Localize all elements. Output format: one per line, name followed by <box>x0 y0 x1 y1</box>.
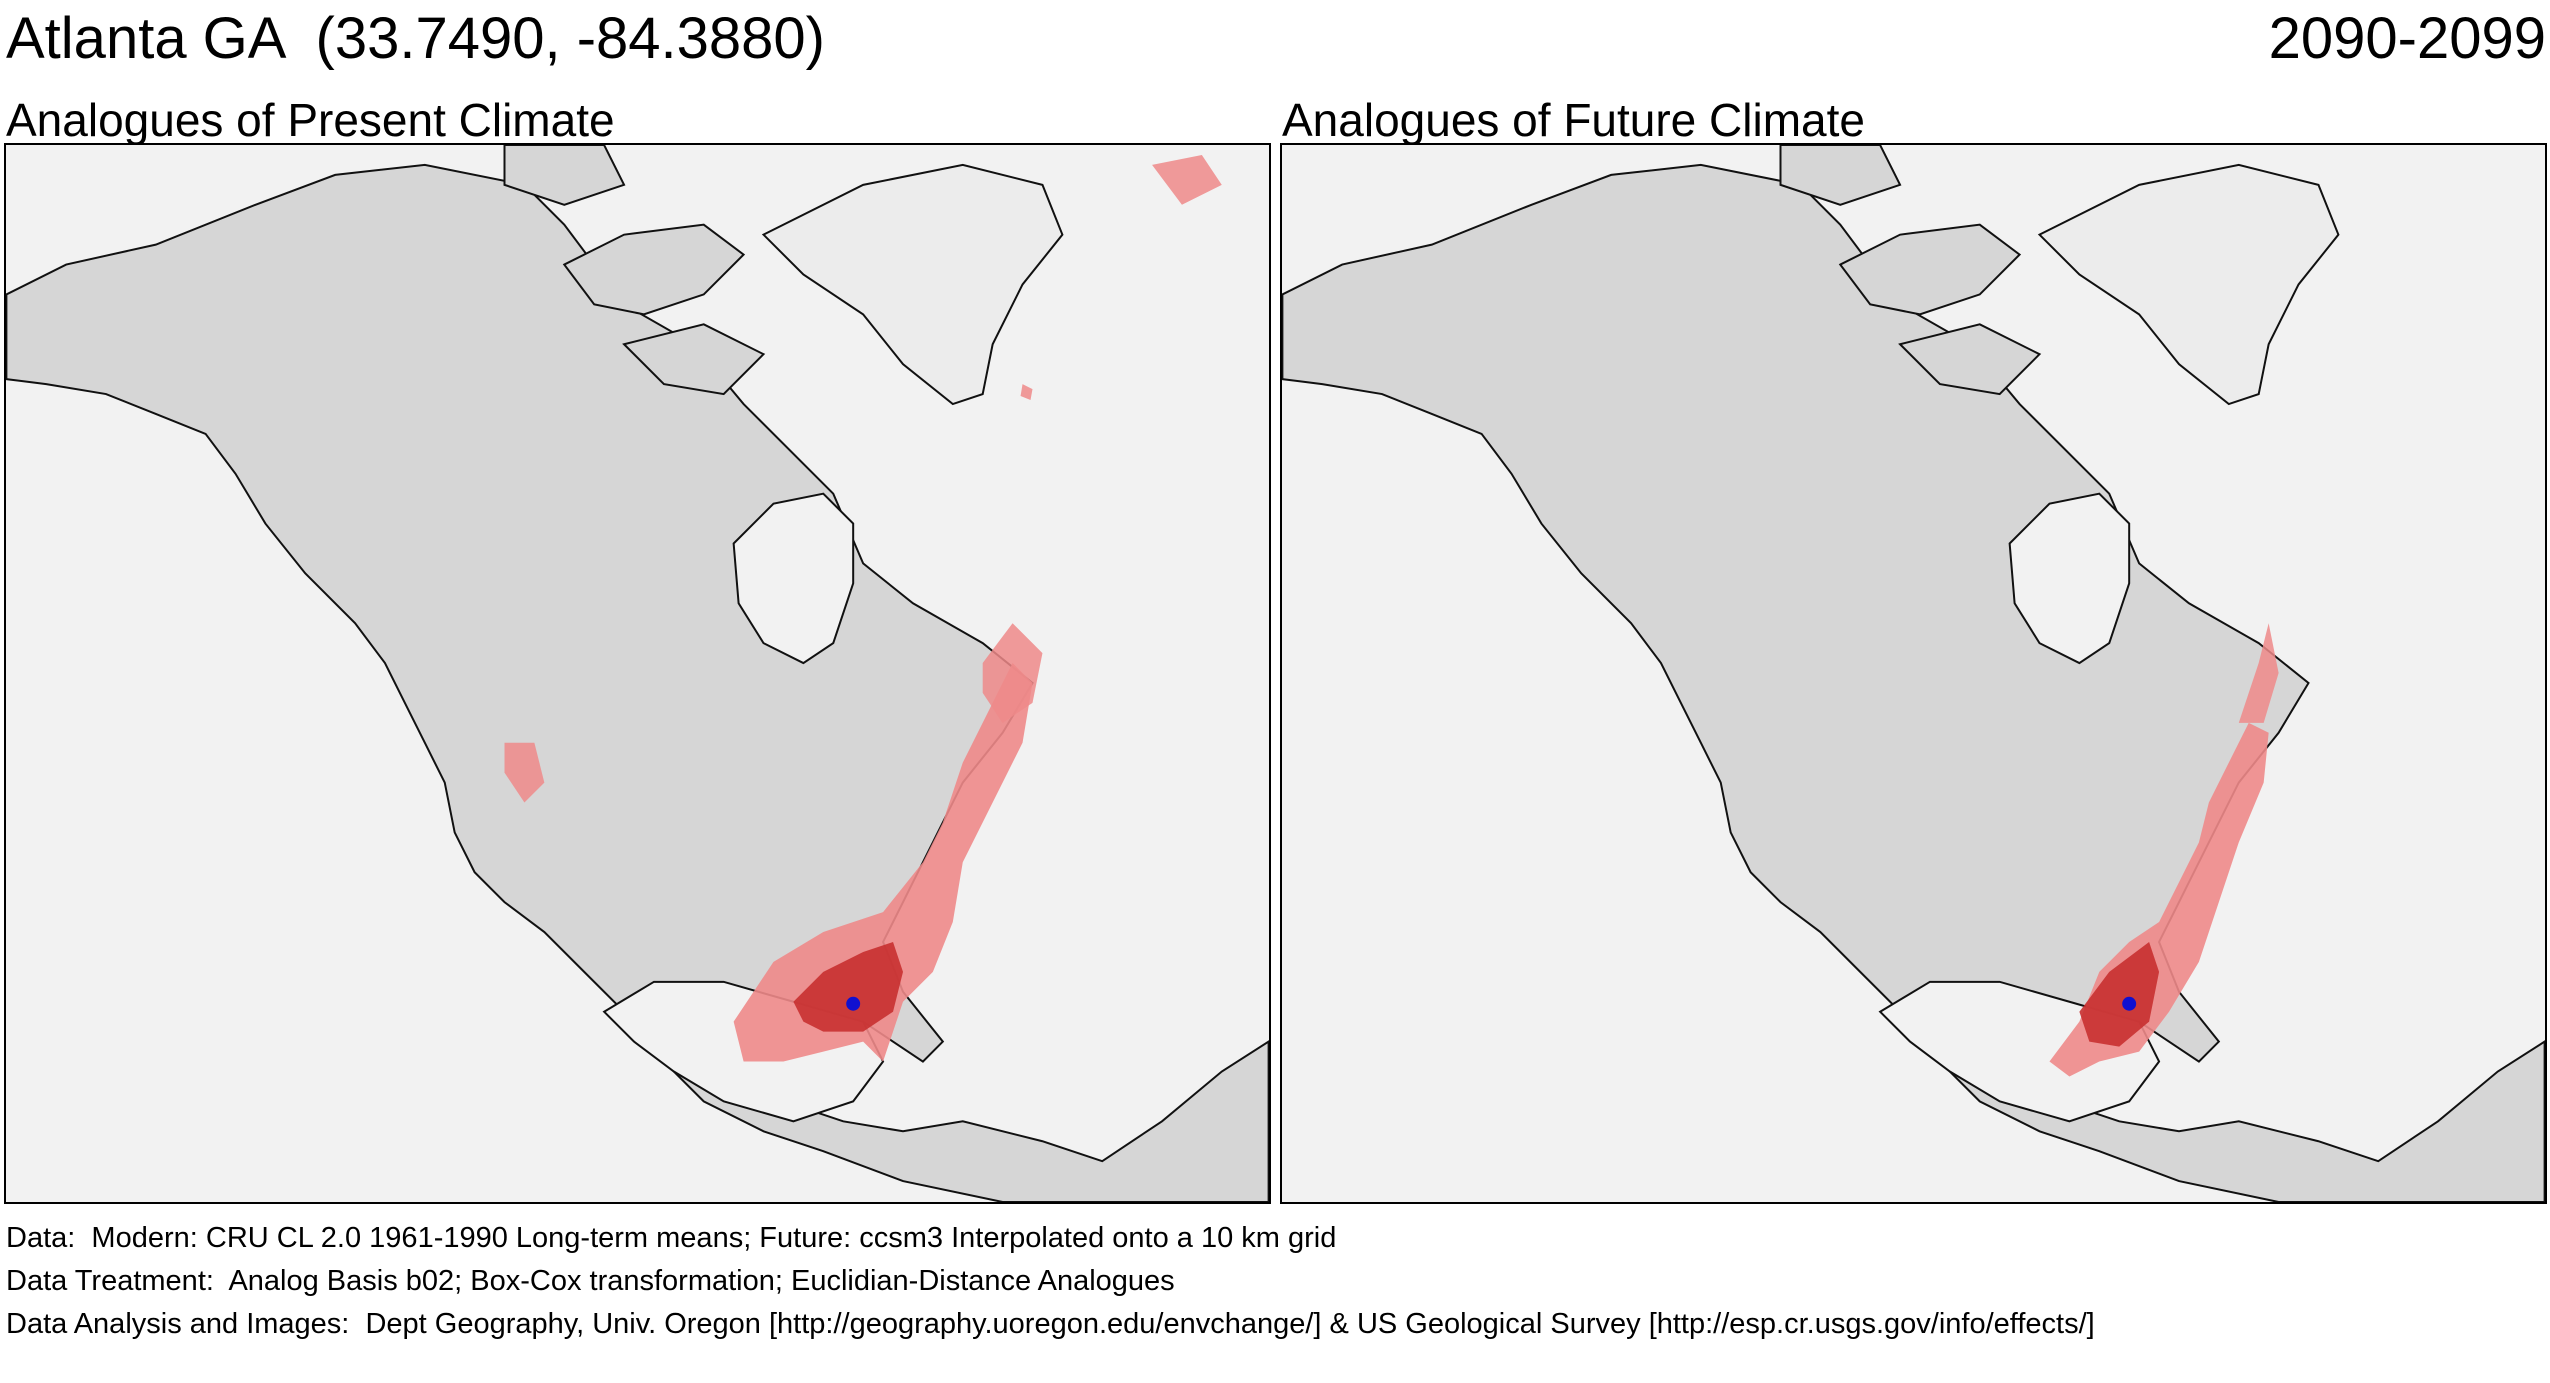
hudson-bay <box>2008 492 2131 665</box>
hudson-bay <box>732 492 855 665</box>
future-analog-region <box>2049 623 2279 1077</box>
greenland <box>2037 163 2340 406</box>
future-panel-title: Analogues of Future Climate <box>1282 94 1865 146</box>
footer-data-analysis: Data Analysis and Images: Dept Geography… <box>6 1308 2095 1340</box>
site-marker <box>846 996 861 1011</box>
future-map-svg <box>1282 145 2545 1202</box>
north-america-land <box>6 163 1269 1202</box>
arctic-islands <box>1779 145 2042 396</box>
site-marker <box>2122 996 2137 1011</box>
present-climate-map <box>4 143 1271 1204</box>
present-analog-region <box>504 154 1222 1062</box>
footer-data-source: Data: Modern: CRU CL 2.0 1961-1990 Long-… <box>6 1222 1337 1254</box>
footer-data-treatment: Data Treatment: Analog Basis b02; Box-Co… <box>6 1265 1175 1297</box>
present-map-svg <box>6 145 1269 1202</box>
arctic-islands <box>503 145 766 396</box>
future-climate-map <box>1280 143 2547 1204</box>
present-panel-title: Analogues of Present Climate <box>6 94 615 146</box>
north-america-land <box>1282 163 2545 1202</box>
period-title: 2090-2099 <box>2268 6 2546 71</box>
greenland <box>761 163 1064 406</box>
location-title: Atlanta GA (33.7490, -84.3880) <box>6 6 825 71</box>
